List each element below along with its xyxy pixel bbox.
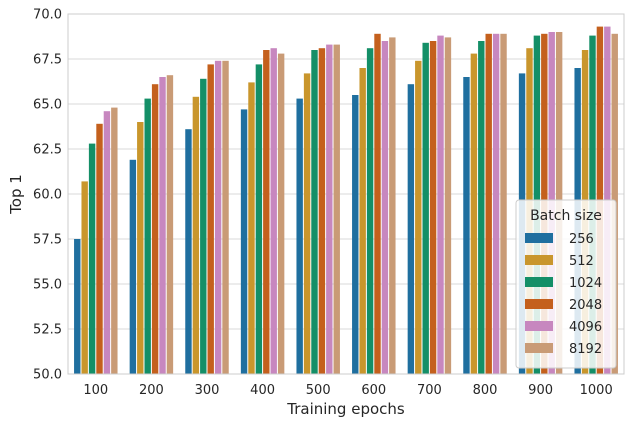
bar-2048-epochs-600 — [374, 33, 381, 375]
bar-8192-epochs-300 — [222, 60, 229, 375]
bar-2048-epochs-500 — [318, 48, 326, 374]
bar-1024-epochs-800 — [478, 41, 485, 374]
legend: Batch size 256 512 1024 2048 4096 8192 — [515, 199, 617, 369]
bar-4096-epochs-500 — [326, 44, 333, 374]
y-axis-label: Top 1 — [7, 174, 25, 215]
y-tick-label: 55.0 — [33, 278, 62, 293]
bar-8192-epochs-800 — [500, 33, 507, 375]
legend-label-256: 256 — [569, 232, 594, 247]
legend-title: Batch size — [530, 208, 602, 224]
x-tick-label: 300 — [195, 383, 220, 398]
x-tick-label: 200 — [139, 383, 164, 398]
legend-swatch-2048 — [525, 299, 553, 309]
bar-512-epochs-200 — [137, 122, 144, 374]
bar-8192-epochs-400 — [277, 53, 285, 374]
x-tick-labels: 100 200 300 400 500 600 700 800 900 1000 — [83, 383, 612, 398]
bar-4096-epochs-100 — [103, 111, 111, 374]
y-tick-label: 52.5 — [33, 323, 62, 338]
legend-label-2048: 2048 — [569, 298, 602, 313]
legend-label-4096: 4096 — [569, 320, 602, 335]
bar-8192-epochs-100 — [111, 107, 118, 374]
bar-512-epochs-700 — [415, 60, 422, 375]
y-tick-label: 62.5 — [33, 143, 62, 158]
x-tick-label: 800 — [473, 383, 498, 398]
bar-512-epochs-100 — [81, 181, 88, 374]
bar-2048-epochs-800 — [485, 33, 492, 375]
bar-512-epochs-600 — [359, 68, 366, 374]
x-tick-label: 500 — [306, 383, 331, 398]
plot-frame — [67, 13, 625, 375]
bar-4096-epochs-300 — [214, 60, 222, 375]
y-tick-label: 57.5 — [33, 233, 62, 248]
bar-2048-epochs-300 — [207, 64, 214, 375]
bar-1024-epochs-200 — [144, 98, 151, 374]
bar-512-epochs-800 — [470, 53, 478, 374]
x-tick-label: 400 — [250, 383, 275, 398]
y-tick-label: 60.0 — [33, 188, 62, 203]
bar-2048-epochs-700 — [429, 41, 437, 374]
bar-512-epochs-300 — [192, 96, 200, 375]
bar-1024-epochs-500 — [311, 50, 318, 374]
bar-4096-epochs-200 — [159, 77, 166, 374]
bar-8192-epochs-500 — [333, 44, 340, 374]
x-axis-label: Training epochs — [286, 400, 405, 418]
legend-label-8192: 8192 — [569, 342, 602, 357]
x-tick-label: 1000 — [580, 383, 613, 398]
bar-1024-epochs-600 — [366, 48, 374, 374]
legend-label-512: 512 — [569, 254, 594, 269]
bar-256-epochs-700 — [407, 84, 415, 374]
bar-8192-epochs-200 — [166, 75, 174, 374]
legend-swatch-256 — [525, 233, 553, 243]
bar-256-epochs-500 — [296, 98, 303, 374]
bar-1024-epochs-700 — [422, 42, 429, 375]
bar-4096-epochs-800 — [492, 33, 500, 375]
legend-label-1024: 1024 — [569, 276, 602, 291]
bar-512-epochs-400 — [248, 82, 255, 375]
bar-4096-epochs-600 — [381, 41, 389, 374]
x-tick-label: 700 — [417, 383, 442, 398]
y-tick-label: 70.0 — [33, 8, 62, 23]
bar-256-epochs-400 — [240, 109, 248, 375]
bar-256-epochs-200 — [129, 159, 137, 374]
bar-256-epochs-100 — [74, 239, 81, 374]
y-tick-label: 50.0 — [33, 368, 62, 383]
x-tick-label: 600 — [361, 383, 386, 398]
bar-1024-epochs-400 — [255, 64, 263, 375]
x-tick-label: 100 — [83, 383, 108, 398]
bar-2048-epochs-400 — [263, 50, 270, 374]
bar-1024-epochs-300 — [200, 78, 207, 375]
legend-swatch-512 — [525, 255, 553, 265]
bar-1024-epochs-100 — [88, 143, 96, 374]
legend-swatch-4096 — [525, 321, 553, 331]
bar-4096-epochs-700 — [437, 35, 444, 374]
y-tick-label: 67.5 — [33, 53, 62, 68]
x-tick-label: 900 — [528, 383, 553, 398]
bar-2048-epochs-100 — [96, 123, 103, 374]
y-tick-labels: 50.0 52.5 55.0 57.5 60.0 62.5 65.0 67.5 70.0 — [33, 8, 62, 383]
legend-swatch-8192 — [525, 343, 553, 353]
bar-2048-epochs-200 — [151, 84, 159, 374]
bar-256-epochs-600 — [352, 95, 359, 374]
bar-256-epochs-800 — [463, 77, 470, 374]
y-tick-label: 65.0 — [33, 98, 62, 113]
bar-8192-epochs-700 — [444, 37, 452, 375]
bar-256-epochs-300 — [185, 129, 192, 374]
legend-swatch-1024 — [525, 277, 553, 287]
bar-512-epochs-500 — [303, 73, 311, 375]
bar-4096-epochs-400 — [270, 48, 277, 374]
bar-8192-epochs-600 — [389, 37, 396, 375]
